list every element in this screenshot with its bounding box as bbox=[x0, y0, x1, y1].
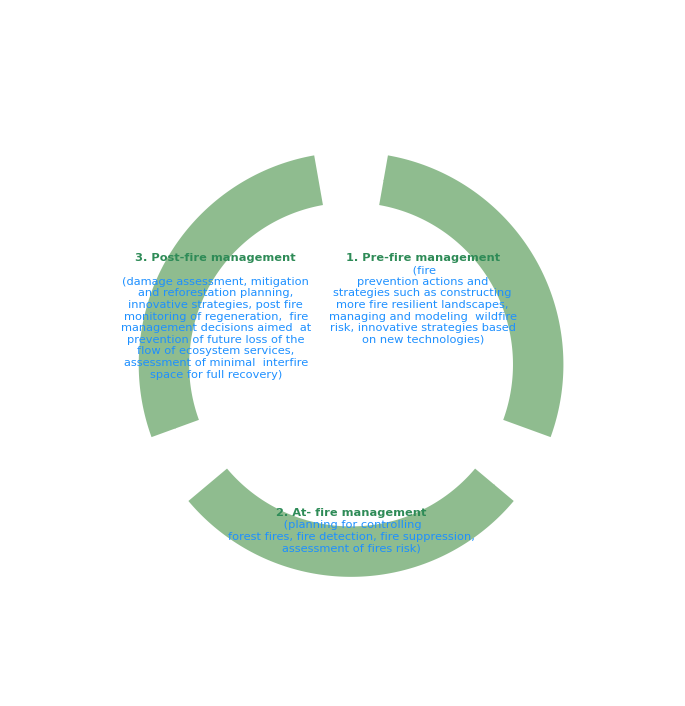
Polygon shape bbox=[188, 469, 514, 577]
Text: 1. Pre-fire management: 1. Pre-fire management bbox=[346, 253, 500, 263]
Text: (fire
prevention actions and
strategies such as constructing
more fire resilient: (fire prevention actions and strategies … bbox=[329, 265, 516, 345]
Text: (planning for controlling
forest fires, fire detection, fire suppression,
assess: (planning for controlling forest fires, … bbox=[227, 520, 475, 554]
Polygon shape bbox=[379, 155, 563, 437]
Text: (damage assessment, mitigation
and reforestation planning,
innovative strategies: (damage assessment, mitigation and refor… bbox=[121, 265, 311, 380]
Polygon shape bbox=[139, 155, 323, 437]
Text: 3. Post-fire management: 3. Post-fire management bbox=[136, 253, 296, 263]
Text: 2. At- fire management: 2. At- fire management bbox=[276, 508, 426, 517]
